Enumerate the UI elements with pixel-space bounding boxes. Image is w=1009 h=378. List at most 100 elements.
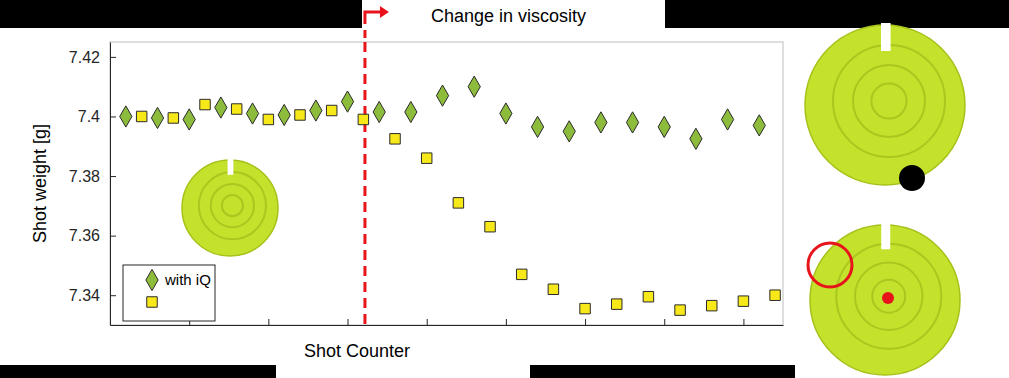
tick-label: 7.4 xyxy=(78,108,100,125)
series xyxy=(136,99,780,315)
point xyxy=(611,299,621,309)
point xyxy=(136,111,146,121)
point xyxy=(738,296,748,306)
point xyxy=(168,113,178,123)
redaction-bar xyxy=(665,0,1009,28)
part-notch xyxy=(881,223,890,249)
plot-frame xyxy=(110,42,783,325)
part-illustration xyxy=(182,158,278,256)
legend-label: with iQ xyxy=(164,271,211,288)
tick: 7.42 xyxy=(69,49,116,66)
annotation-line-top xyxy=(363,30,366,42)
tick-mark xyxy=(110,319,111,325)
tick-mark xyxy=(664,319,665,325)
point xyxy=(390,134,400,144)
tick-mark xyxy=(110,295,116,296)
y-axis: 7.34 7.36 7.38 7.4 7.42 xyxy=(69,43,116,326)
point xyxy=(405,101,417,122)
tick xyxy=(664,319,665,325)
tick xyxy=(110,319,111,325)
tick: 7.36 xyxy=(69,227,116,244)
point xyxy=(516,269,526,279)
point xyxy=(326,105,336,115)
part-notch xyxy=(228,158,234,175)
point xyxy=(278,104,290,125)
tick-label: 7.34 xyxy=(69,287,100,304)
part-illustration xyxy=(808,223,960,375)
point xyxy=(215,97,227,118)
point xyxy=(453,198,463,208)
tick xyxy=(268,319,269,325)
tick-mark xyxy=(427,319,428,325)
redaction-bar xyxy=(530,365,795,378)
point xyxy=(436,85,448,106)
point xyxy=(120,106,132,127)
point xyxy=(675,305,685,315)
part-illustration xyxy=(805,23,965,185)
point xyxy=(531,116,543,137)
legend: with iQ xyxy=(123,265,215,321)
tick-mark xyxy=(743,319,744,325)
tick-mark xyxy=(268,319,269,325)
decoration xyxy=(0,0,1009,378)
tick-mark xyxy=(110,57,116,58)
tick-mark xyxy=(110,116,116,117)
annotation-arrow xyxy=(365,12,381,24)
point xyxy=(563,121,575,142)
tick-mark xyxy=(110,236,116,237)
part-ring xyxy=(833,45,945,157)
axis-line xyxy=(111,325,784,326)
tick-mark xyxy=(585,319,586,325)
point xyxy=(753,115,765,136)
tick-label: 7.42 xyxy=(69,49,100,66)
redaction-bar xyxy=(0,365,276,378)
part-ring xyxy=(853,65,925,137)
point xyxy=(658,116,670,137)
tick-mark xyxy=(506,319,507,325)
annotation-line xyxy=(363,42,366,325)
part-ring xyxy=(222,195,243,216)
legend-marker xyxy=(146,269,158,290)
annotation-text: Change in viscosity xyxy=(431,6,586,26)
part-ring xyxy=(871,83,906,118)
point xyxy=(706,300,716,310)
tick: 7.34 xyxy=(69,287,116,304)
point xyxy=(595,112,607,133)
y-axis-title: Shot weight [g] xyxy=(30,124,50,243)
part-ring xyxy=(199,172,266,239)
part-notch xyxy=(881,23,891,51)
point xyxy=(373,101,385,122)
chart: 7.34 7.36 7.38 7.4 7.42 Shot weight [g] Shot C… xyxy=(0,0,1009,378)
tick-label: 7.36 xyxy=(69,227,100,244)
point xyxy=(485,221,495,231)
point xyxy=(770,290,780,300)
point xyxy=(263,114,273,124)
tick xyxy=(743,319,744,325)
tick: 7.38 xyxy=(69,168,116,185)
x-axis-title: Shot Counter xyxy=(304,341,410,361)
tick: 7.4 xyxy=(78,108,116,125)
defect-highlight xyxy=(808,243,852,287)
axis-line xyxy=(110,43,111,326)
point xyxy=(358,114,368,124)
point xyxy=(468,76,480,97)
tick xyxy=(506,319,507,325)
point xyxy=(231,104,241,114)
defect-marker xyxy=(899,165,925,191)
point xyxy=(183,109,195,130)
tick xyxy=(585,319,586,325)
point xyxy=(151,107,163,128)
series xyxy=(120,76,766,149)
part-ring xyxy=(211,184,254,227)
point xyxy=(421,153,431,163)
point xyxy=(721,109,733,130)
part-ring xyxy=(855,263,923,331)
point xyxy=(295,110,305,120)
plot-area xyxy=(120,42,781,325)
point xyxy=(500,103,512,124)
point xyxy=(643,291,653,301)
part-ring xyxy=(872,280,905,313)
point xyxy=(246,103,258,124)
point xyxy=(580,303,590,313)
legend-marker xyxy=(147,297,157,307)
